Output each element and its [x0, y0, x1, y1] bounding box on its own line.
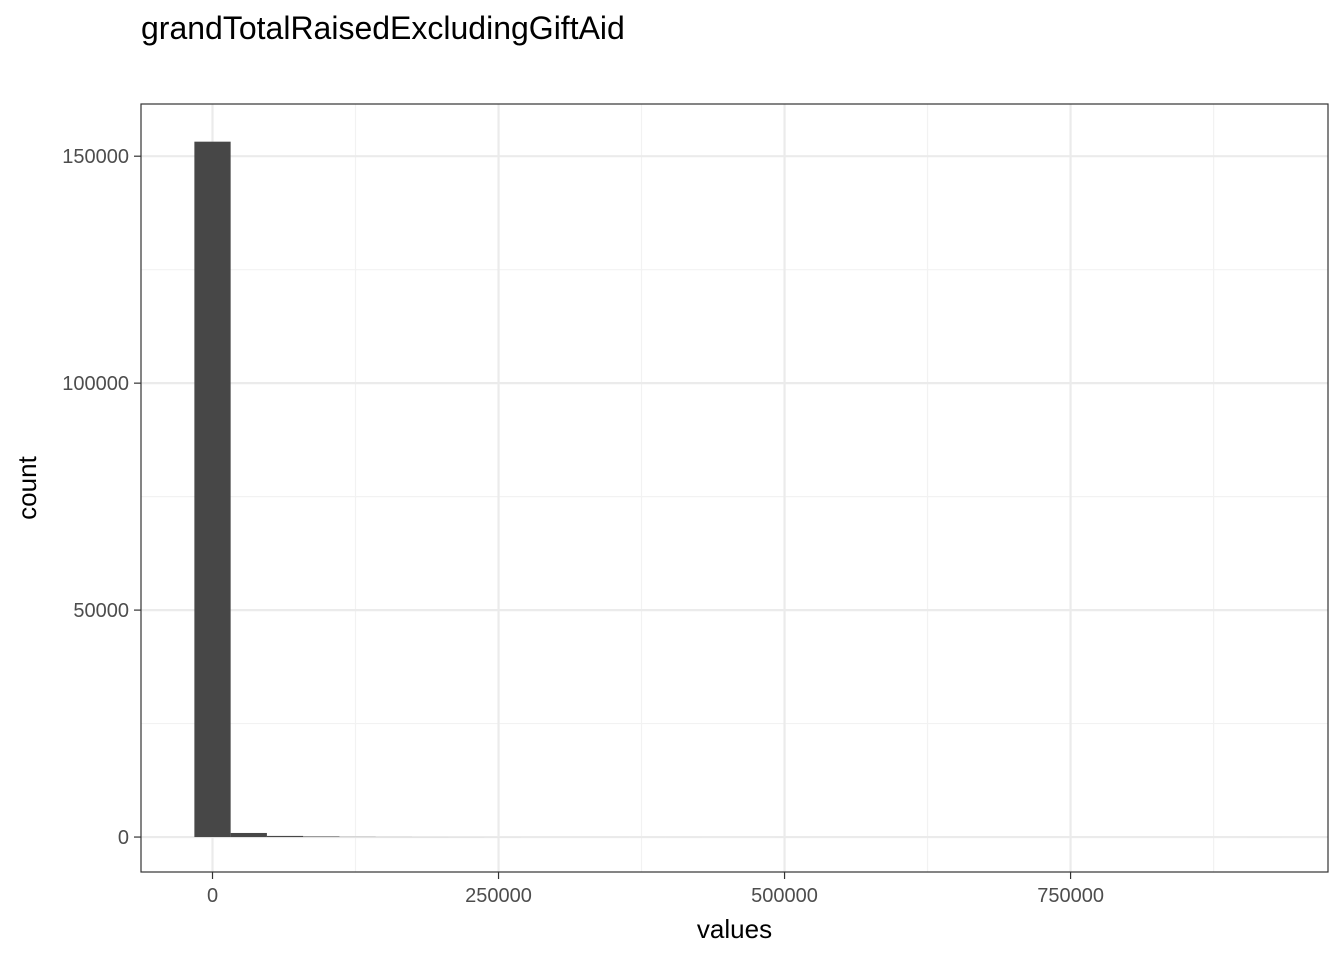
- chart-title: grandTotalRaisedExcludingGiftAid: [141, 10, 625, 46]
- y-tick-label: 150000: [62, 146, 129, 168]
- x-axis: 0 250000 500000 750000: [207, 872, 1104, 907]
- x-axis-title: values: [697, 914, 772, 944]
- x-tick-label: 750000: [1037, 885, 1104, 907]
- x-tick-label: 250000: [465, 885, 532, 907]
- histogram-bar: [303, 836, 340, 838]
- histogram-bar: [266, 835, 304, 838]
- y-axis: 0 50000 100000 150000: [62, 146, 141, 849]
- y-tick-label: 0: [118, 827, 129, 849]
- plot-panel-border: [140, 103, 1329, 873]
- y-axis-title: count: [12, 455, 42, 519]
- grid-lines: [141, 104, 1328, 872]
- x-tick-label: 0: [207, 885, 218, 907]
- histogram-bars: [194, 141, 1283, 838]
- histogram-bar: [194, 141, 231, 838]
- histogram-bar: [230, 832, 267, 838]
- y-tick-label: 50000: [73, 600, 129, 622]
- x-tick-label: 500000: [751, 885, 818, 907]
- y-tick-label: 100000: [62, 373, 129, 395]
